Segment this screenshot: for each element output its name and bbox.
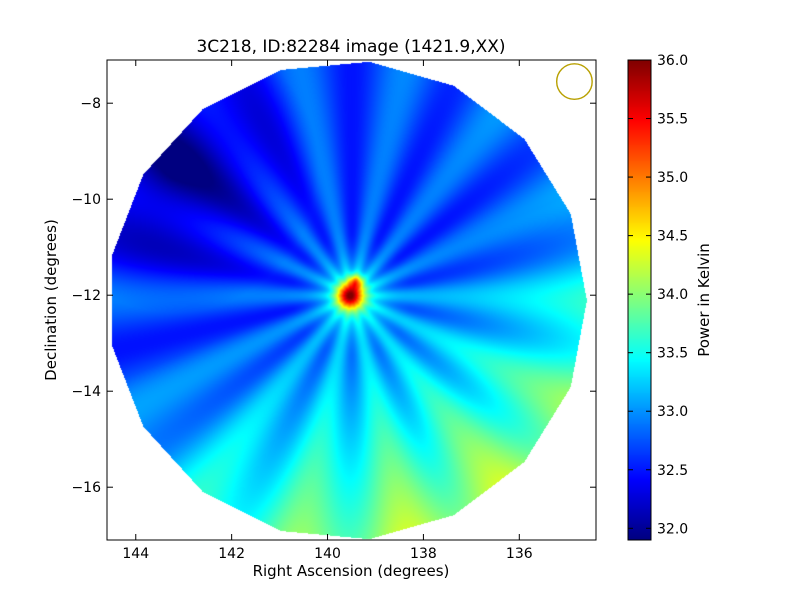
colorbar-tick-label: 33.0 <box>657 404 688 420</box>
colorbar-tick-label: 35.5 <box>657 112 688 128</box>
y-tick-label: −8 <box>80 96 101 112</box>
y-axis: −8 −10 −12 −14 −16 <box>71 96 596 496</box>
chart-title: 3C218, ID:82284 image (1421.9,XX) <box>196 37 505 57</box>
x-tick-label: 142 <box>218 546 245 562</box>
colorbar-tick-label: 32.0 <box>657 521 688 537</box>
colorbar <box>628 60 651 540</box>
y-tick-label: −16 <box>71 480 101 496</box>
y-tick-label: −12 <box>71 288 101 304</box>
x-axis: 144 142 140 138 136 <box>122 60 533 562</box>
colorbar-label: Power in Kelvin <box>695 243 713 357</box>
plot-frame <box>106 59 597 541</box>
y-tick-label: −10 <box>71 192 101 208</box>
beam-circle <box>555 63 593 101</box>
colorbar-ticks: 32.0 32.5 33.0 33.5 34.0 34.5 35.0 35.5 36.0 <box>628 53 688 537</box>
y-tick-label: −14 <box>71 384 101 400</box>
y-axis-label: Declination (degrees) <box>42 219 60 381</box>
colorbar-tick-label: 32.5 <box>657 463 688 479</box>
x-tick-label: 136 <box>506 546 533 562</box>
colorbar-tick-label: 35.0 <box>657 170 688 186</box>
colorbar-tick-label: 36.0 <box>657 53 688 69</box>
colorbar-tick-label: 34.0 <box>657 287 688 303</box>
colorbar-tick-label: 34.5 <box>657 229 688 245</box>
x-tick-label: 140 <box>314 546 341 562</box>
x-axis-label: Right Ascension (degrees) <box>253 562 450 580</box>
x-tick-label: 144 <box>122 546 149 562</box>
colorbar-frame <box>627 59 652 541</box>
colorbar-tick-label: 33.5 <box>657 346 688 362</box>
heatmap-image <box>107 60 596 540</box>
x-tick-label: 138 <box>410 546 437 562</box>
